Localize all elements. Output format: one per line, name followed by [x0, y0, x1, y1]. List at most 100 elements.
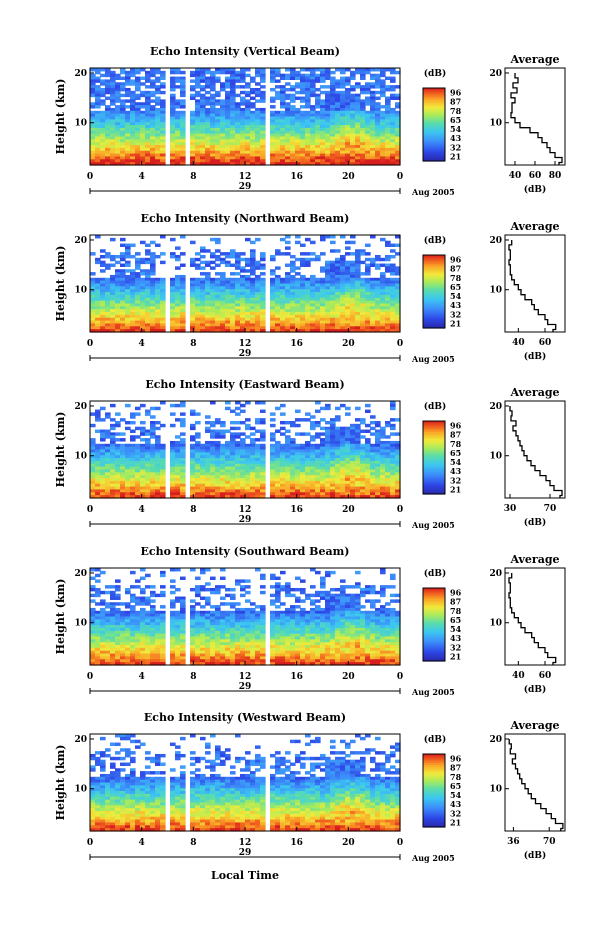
heatmap-cell: [180, 127, 186, 132]
heatmap-cell: [200, 139, 206, 143]
heatmap-cell: [350, 119, 356, 123]
heatmap-cell: [320, 153, 326, 158]
heatmap-cell: [270, 486, 276, 491]
heatmap-cell: [390, 272, 396, 276]
x-tick-label: 0: [397, 505, 403, 515]
heatmap-cell: [305, 449, 311, 453]
heatmap-cell: [200, 150, 206, 155]
heatmap-cell: [220, 105, 226, 109]
heatmap-cell: [250, 294, 256, 299]
heatmap-cell: [250, 480, 256, 485]
heatmap-cell: [395, 460, 401, 465]
heatmap-cell: [250, 466, 256, 471]
heatmap-cell: [105, 455, 111, 459]
heatmap-cell: [145, 156, 151, 160]
heatmap-cell: [130, 96, 136, 100]
heatmap-cell: [110, 435, 116, 439]
heatmap-cell: [360, 286, 366, 290]
heatmap-cell: [330, 320, 336, 325]
heatmap-cell: [305, 469, 311, 473]
heatmap-cell: [125, 136, 131, 140]
heatmap-cell: [120, 153, 126, 158]
heatmap-cell: [155, 102, 161, 106]
heatmap-cell: [390, 136, 396, 140]
heatmap-cell: [360, 136, 366, 140]
heatmap-cell: [145, 136, 151, 140]
heatmap-cell: [90, 133, 96, 138]
heatmap-cell: [155, 136, 161, 140]
heatmap-cell: [155, 116, 161, 120]
heatmap-cell: [110, 317, 116, 322]
heatmap-cell: [230, 297, 236, 302]
colorbar-swatch: [423, 488, 445, 491]
heatmap-cell: [120, 76, 126, 81]
heatmap-cell: [295, 469, 301, 473]
heatmap-cell: [200, 568, 206, 572]
heatmap-cell: [375, 73, 381, 78]
heatmap-cell: [290, 68, 296, 72]
heatmap-cell: [360, 73, 366, 78]
heatmap-cell: [140, 443, 146, 448]
heatmap-cell: [250, 159, 256, 163]
heatmap-cell: [155, 110, 161, 115]
heatmap-cell: [280, 145, 286, 149]
heatmap-cell: [230, 159, 236, 163]
heatmap-cell: [215, 466, 221, 471]
heatmap-cell: [95, 119, 101, 123]
heatmap-cell: [245, 443, 251, 448]
colorbar-swatch: [423, 157, 445, 160]
heatmap-cell: [235, 483, 241, 488]
heatmap-cell: [120, 292, 126, 296]
x-tick-label: 8: [190, 339, 196, 349]
heatmap-cell: [135, 283, 141, 287]
heatmap-cell: [330, 105, 336, 109]
heatmap-cell: [105, 73, 111, 78]
heatmap-cell: [295, 257, 301, 262]
heatmap-cell: [375, 90, 381, 95]
colorbar-frame: [422, 254, 446, 329]
heatmap-cell: [190, 277, 196, 282]
heatmap-cell: [215, 418, 221, 422]
heatmap-cell: [100, 113, 106, 118]
heatmap-cell: [155, 300, 161, 305]
heatmap-cell: [315, 116, 321, 120]
heatmap-cell: [245, 492, 251, 496]
heatmap-cell: [210, 107, 216, 112]
heatmap-cell: [210, 237, 216, 242]
heatmap-cell: [110, 156, 116, 160]
heatmap-cell: [175, 329, 181, 333]
heatmap-cell: [160, 139, 166, 143]
heatmap-cell: [220, 87, 226, 92]
heatmap-cell: [320, 443, 326, 448]
heatmap-cell: [280, 159, 286, 163]
heatmap-cell: [110, 460, 116, 465]
heatmap-cell: [325, 326, 331, 330]
heatmap-cell: [200, 286, 206, 290]
heatmap-cell: [160, 472, 166, 476]
heatmap-cell: [280, 116, 286, 120]
heatmap-cell: [375, 323, 381, 327]
heatmap-cell: [325, 483, 331, 488]
heatmap-cell: [100, 435, 106, 439]
heatmap-cell: [390, 159, 396, 163]
colorbar-swatch: [423, 276, 445, 280]
heatmap-cell: [385, 116, 391, 120]
heatmap-cell: [135, 326, 141, 330]
heatmap-cell: [180, 136, 186, 140]
heatmap-cell: [120, 102, 126, 106]
heatmap-cell: [355, 426, 361, 431]
heatmap-cell: [105, 283, 111, 287]
heatmap-cell: [300, 257, 306, 262]
heatmap-cell: [215, 486, 221, 491]
heatmap-cell: [100, 300, 106, 305]
heatmap-cell: [330, 139, 336, 143]
heatmap-cell: [315, 478, 321, 482]
heatmap-cell: [330, 269, 336, 273]
heatmap-cell: [350, 156, 356, 160]
heatmap-cell: [235, 486, 241, 491]
heatmap-cell: [230, 76, 236, 81]
heatmap-cell: [380, 73, 386, 78]
heatmap-cell: [120, 142, 126, 146]
heatmap-cell: [95, 573, 101, 578]
heatmap-cell: [155, 153, 161, 158]
